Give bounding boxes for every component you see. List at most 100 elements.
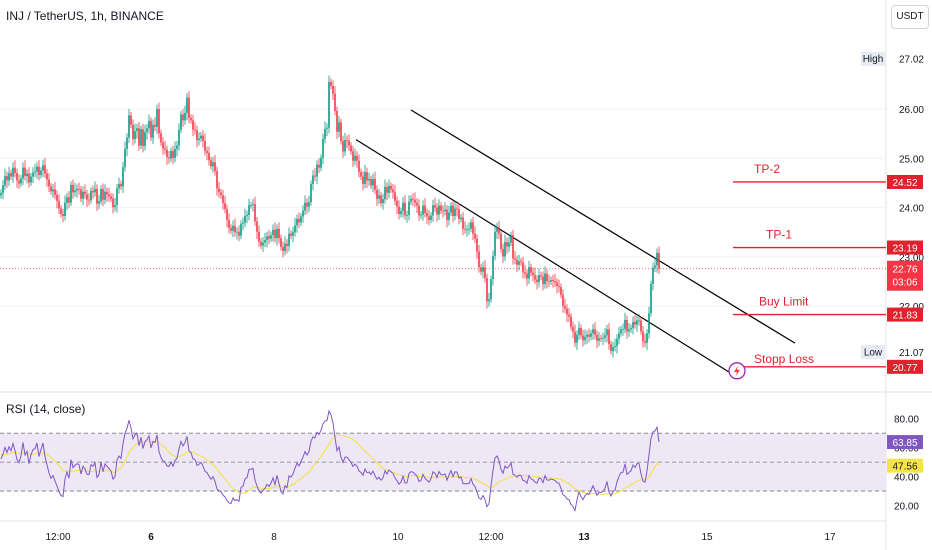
candle-body — [322, 139, 324, 158]
candle-body — [476, 238, 478, 252]
candle-body — [492, 255, 494, 280]
candle-body — [116, 188, 118, 206]
candle-body — [566, 308, 568, 315]
candle-body — [444, 209, 446, 212]
level-label: Stopp Loss — [754, 352, 814, 366]
candle-body — [332, 85, 334, 94]
candle-body — [124, 148, 126, 168]
price-tick-label: 26.00 — [899, 105, 924, 116]
candle-body — [562, 294, 564, 307]
candle-body — [120, 183, 122, 187]
candle-body — [0, 192, 2, 196]
candle-body — [18, 180, 20, 184]
candle-body — [86, 194, 88, 200]
rsi-line — [0, 409, 660, 512]
candle-body — [378, 195, 380, 199]
candle-body — [26, 173, 28, 177]
time-tick-label: 12:00 — [478, 532, 503, 543]
rsi-ma-value-label: 47.56 — [892, 462, 917, 473]
candle-body — [260, 241, 262, 246]
marker-value-label: 27.02 — [899, 55, 924, 66]
rsi-tick-label: 20.00 — [894, 502, 919, 513]
candle-body — [468, 228, 470, 230]
candle-body — [12, 167, 14, 177]
candle-body — [252, 204, 254, 206]
candle-body — [182, 114, 184, 121]
candle-body — [558, 285, 560, 287]
candle-body — [264, 240, 266, 243]
candle-body — [560, 286, 562, 295]
candle-body — [122, 167, 124, 187]
candle-body — [310, 183, 312, 203]
candle-body — [256, 221, 258, 232]
candle-body — [346, 140, 348, 141]
candle-body — [400, 211, 402, 215]
candle-body — [410, 198, 412, 202]
candle-body — [574, 331, 576, 343]
candle-body — [452, 205, 454, 216]
candle-body — [358, 160, 360, 173]
marker-name-label: High — [863, 54, 884, 65]
candle-body — [646, 333, 648, 343]
candle-body — [656, 252, 658, 266]
candle-body — [66, 197, 68, 203]
candle-body — [388, 185, 390, 193]
price-tick-label: 25.00 — [899, 154, 924, 165]
candle-body — [196, 130, 198, 141]
candle-body — [238, 231, 240, 236]
candle-body — [370, 179, 372, 186]
candle-body — [628, 329, 630, 332]
level-label: TP-2 — [754, 162, 780, 176]
candle-body — [28, 173, 30, 183]
candle-body — [258, 231, 260, 242]
candle-body — [596, 334, 598, 341]
candle-body — [304, 202, 306, 211]
candle-body — [112, 198, 114, 208]
candle-body — [384, 186, 386, 200]
candle-body — [220, 192, 222, 196]
candle-body — [374, 179, 376, 190]
candle-body — [580, 327, 582, 336]
level-price-label: 21.83 — [892, 311, 917, 322]
candle-body — [348, 140, 350, 146]
candle-body — [246, 215, 248, 216]
candle-body — [564, 306, 566, 309]
candle-body — [340, 122, 342, 142]
candle-body — [434, 205, 436, 208]
candle-body — [216, 171, 218, 189]
candle-body — [284, 243, 286, 251]
candle-body — [512, 235, 514, 259]
candle-body — [360, 172, 362, 177]
level-label: TP-1 — [766, 228, 792, 242]
candle-body — [398, 206, 400, 215]
currency-button[interactable]: USDT — [891, 5, 929, 29]
candle-body — [362, 176, 364, 184]
candle-body — [550, 280, 552, 282]
level-label: Buy Limit — [759, 295, 809, 309]
candle-body — [588, 334, 590, 337]
candle-body — [248, 205, 250, 215]
time-tick-label: 10 — [392, 532, 404, 543]
candle-body — [282, 247, 284, 251]
candle-body — [412, 198, 414, 200]
candle-body — [40, 170, 42, 176]
candle-body — [296, 218, 298, 226]
rsi-value-bg — [887, 435, 923, 450]
candle-body — [486, 278, 488, 302]
candle-body — [170, 150, 172, 159]
candle-body — [142, 129, 144, 146]
candle-body — [528, 267, 530, 279]
countdown-label: 03:06 — [892, 278, 917, 289]
candle-body — [406, 215, 408, 216]
candle-body — [244, 215, 246, 223]
candle-body — [498, 227, 500, 234]
candle-body — [46, 173, 48, 180]
candle-body — [152, 124, 154, 138]
candle-body — [146, 128, 148, 133]
candle-body — [648, 313, 650, 334]
candle-body — [430, 215, 432, 220]
candle-body — [240, 223, 242, 236]
candle-body — [414, 199, 416, 203]
candle-body — [76, 188, 78, 191]
